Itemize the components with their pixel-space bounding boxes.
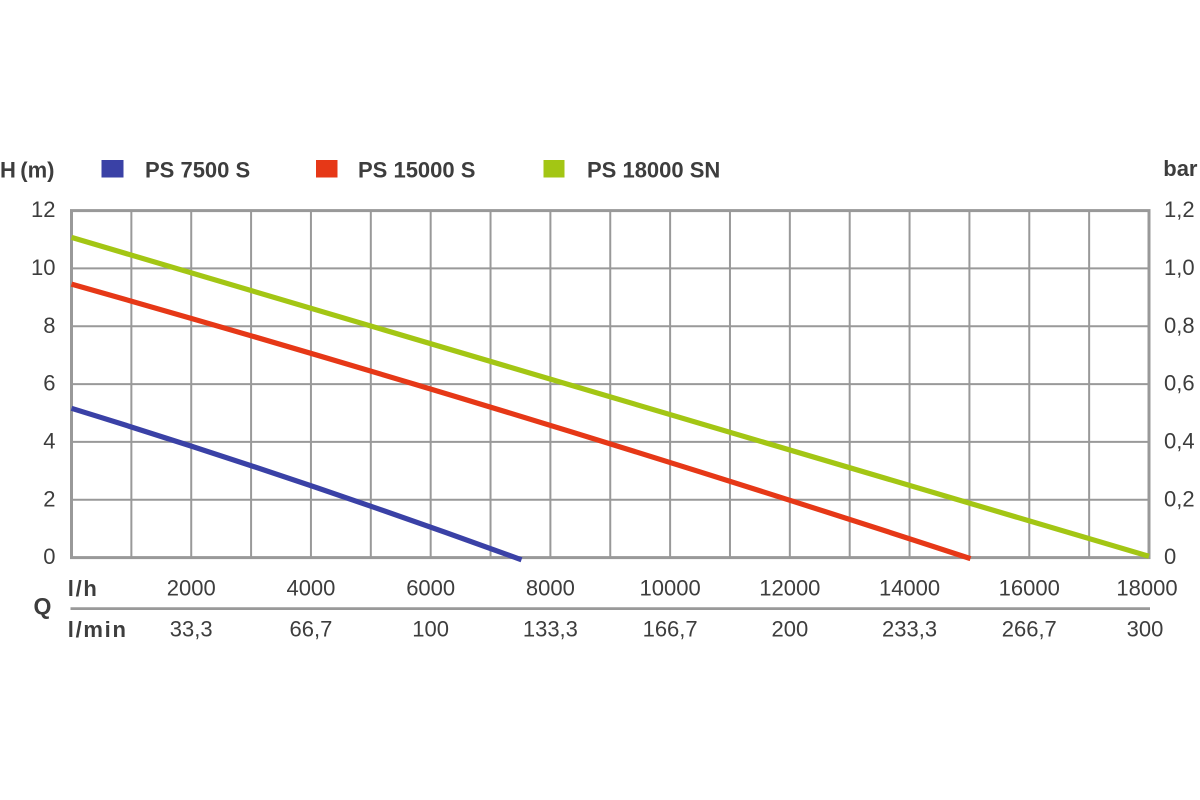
svg-text:133,3: 133,3: [523, 617, 578, 642]
svg-text:18000: 18000: [1116, 576, 1177, 601]
svg-text:0,8: 0,8: [1164, 313, 1195, 338]
svg-text:0,6: 0,6: [1164, 371, 1195, 396]
svg-text:PS 15000 S: PS 15000 S: [358, 158, 475, 183]
svg-text:0,4: 0,4: [1164, 429, 1195, 454]
svg-text:PS 18000 SN: PS 18000 SN: [587, 158, 720, 183]
svg-text:Q: Q: [34, 593, 52, 619]
svg-text:4000: 4000: [286, 576, 335, 601]
svg-text:66,7: 66,7: [290, 617, 333, 642]
svg-text:6000: 6000: [406, 576, 455, 601]
svg-text:16000: 16000: [999, 576, 1060, 601]
svg-text:4: 4: [43, 429, 55, 454]
svg-text:10: 10: [31, 255, 55, 280]
svg-text:PS 7500 S: PS 7500 S: [145, 158, 250, 183]
svg-text:33,3: 33,3: [170, 617, 213, 642]
svg-text:l/min: l/min: [68, 617, 128, 642]
svg-text:14000: 14000: [879, 576, 940, 601]
svg-text:266,7: 266,7: [1002, 617, 1057, 642]
svg-text:0,2: 0,2: [1164, 486, 1195, 511]
svg-text:0: 0: [43, 544, 55, 569]
svg-text:bar: bar: [1163, 156, 1198, 181]
svg-text:1,0: 1,0: [1164, 255, 1195, 280]
svg-text:233,3: 233,3: [882, 617, 937, 642]
svg-text:1,2: 1,2: [1164, 197, 1195, 222]
svg-text:6: 6: [43, 371, 55, 396]
svg-text:0: 0: [1164, 544, 1176, 569]
svg-text:2000: 2000: [167, 576, 216, 601]
svg-text:10000: 10000: [640, 576, 701, 601]
svg-text:300: 300: [1127, 617, 1164, 642]
svg-text:100: 100: [412, 617, 449, 642]
svg-text:8000: 8000: [526, 576, 575, 601]
svg-text:12000: 12000: [759, 576, 820, 601]
svg-text:l/h: l/h: [68, 576, 99, 601]
svg-text:166,7: 166,7: [643, 617, 698, 642]
svg-text:8: 8: [43, 313, 55, 338]
svg-text:12: 12: [31, 197, 55, 222]
svg-text:2: 2: [43, 486, 55, 511]
svg-text:200: 200: [771, 617, 808, 642]
svg-text:H (m): H (m): [0, 158, 55, 183]
